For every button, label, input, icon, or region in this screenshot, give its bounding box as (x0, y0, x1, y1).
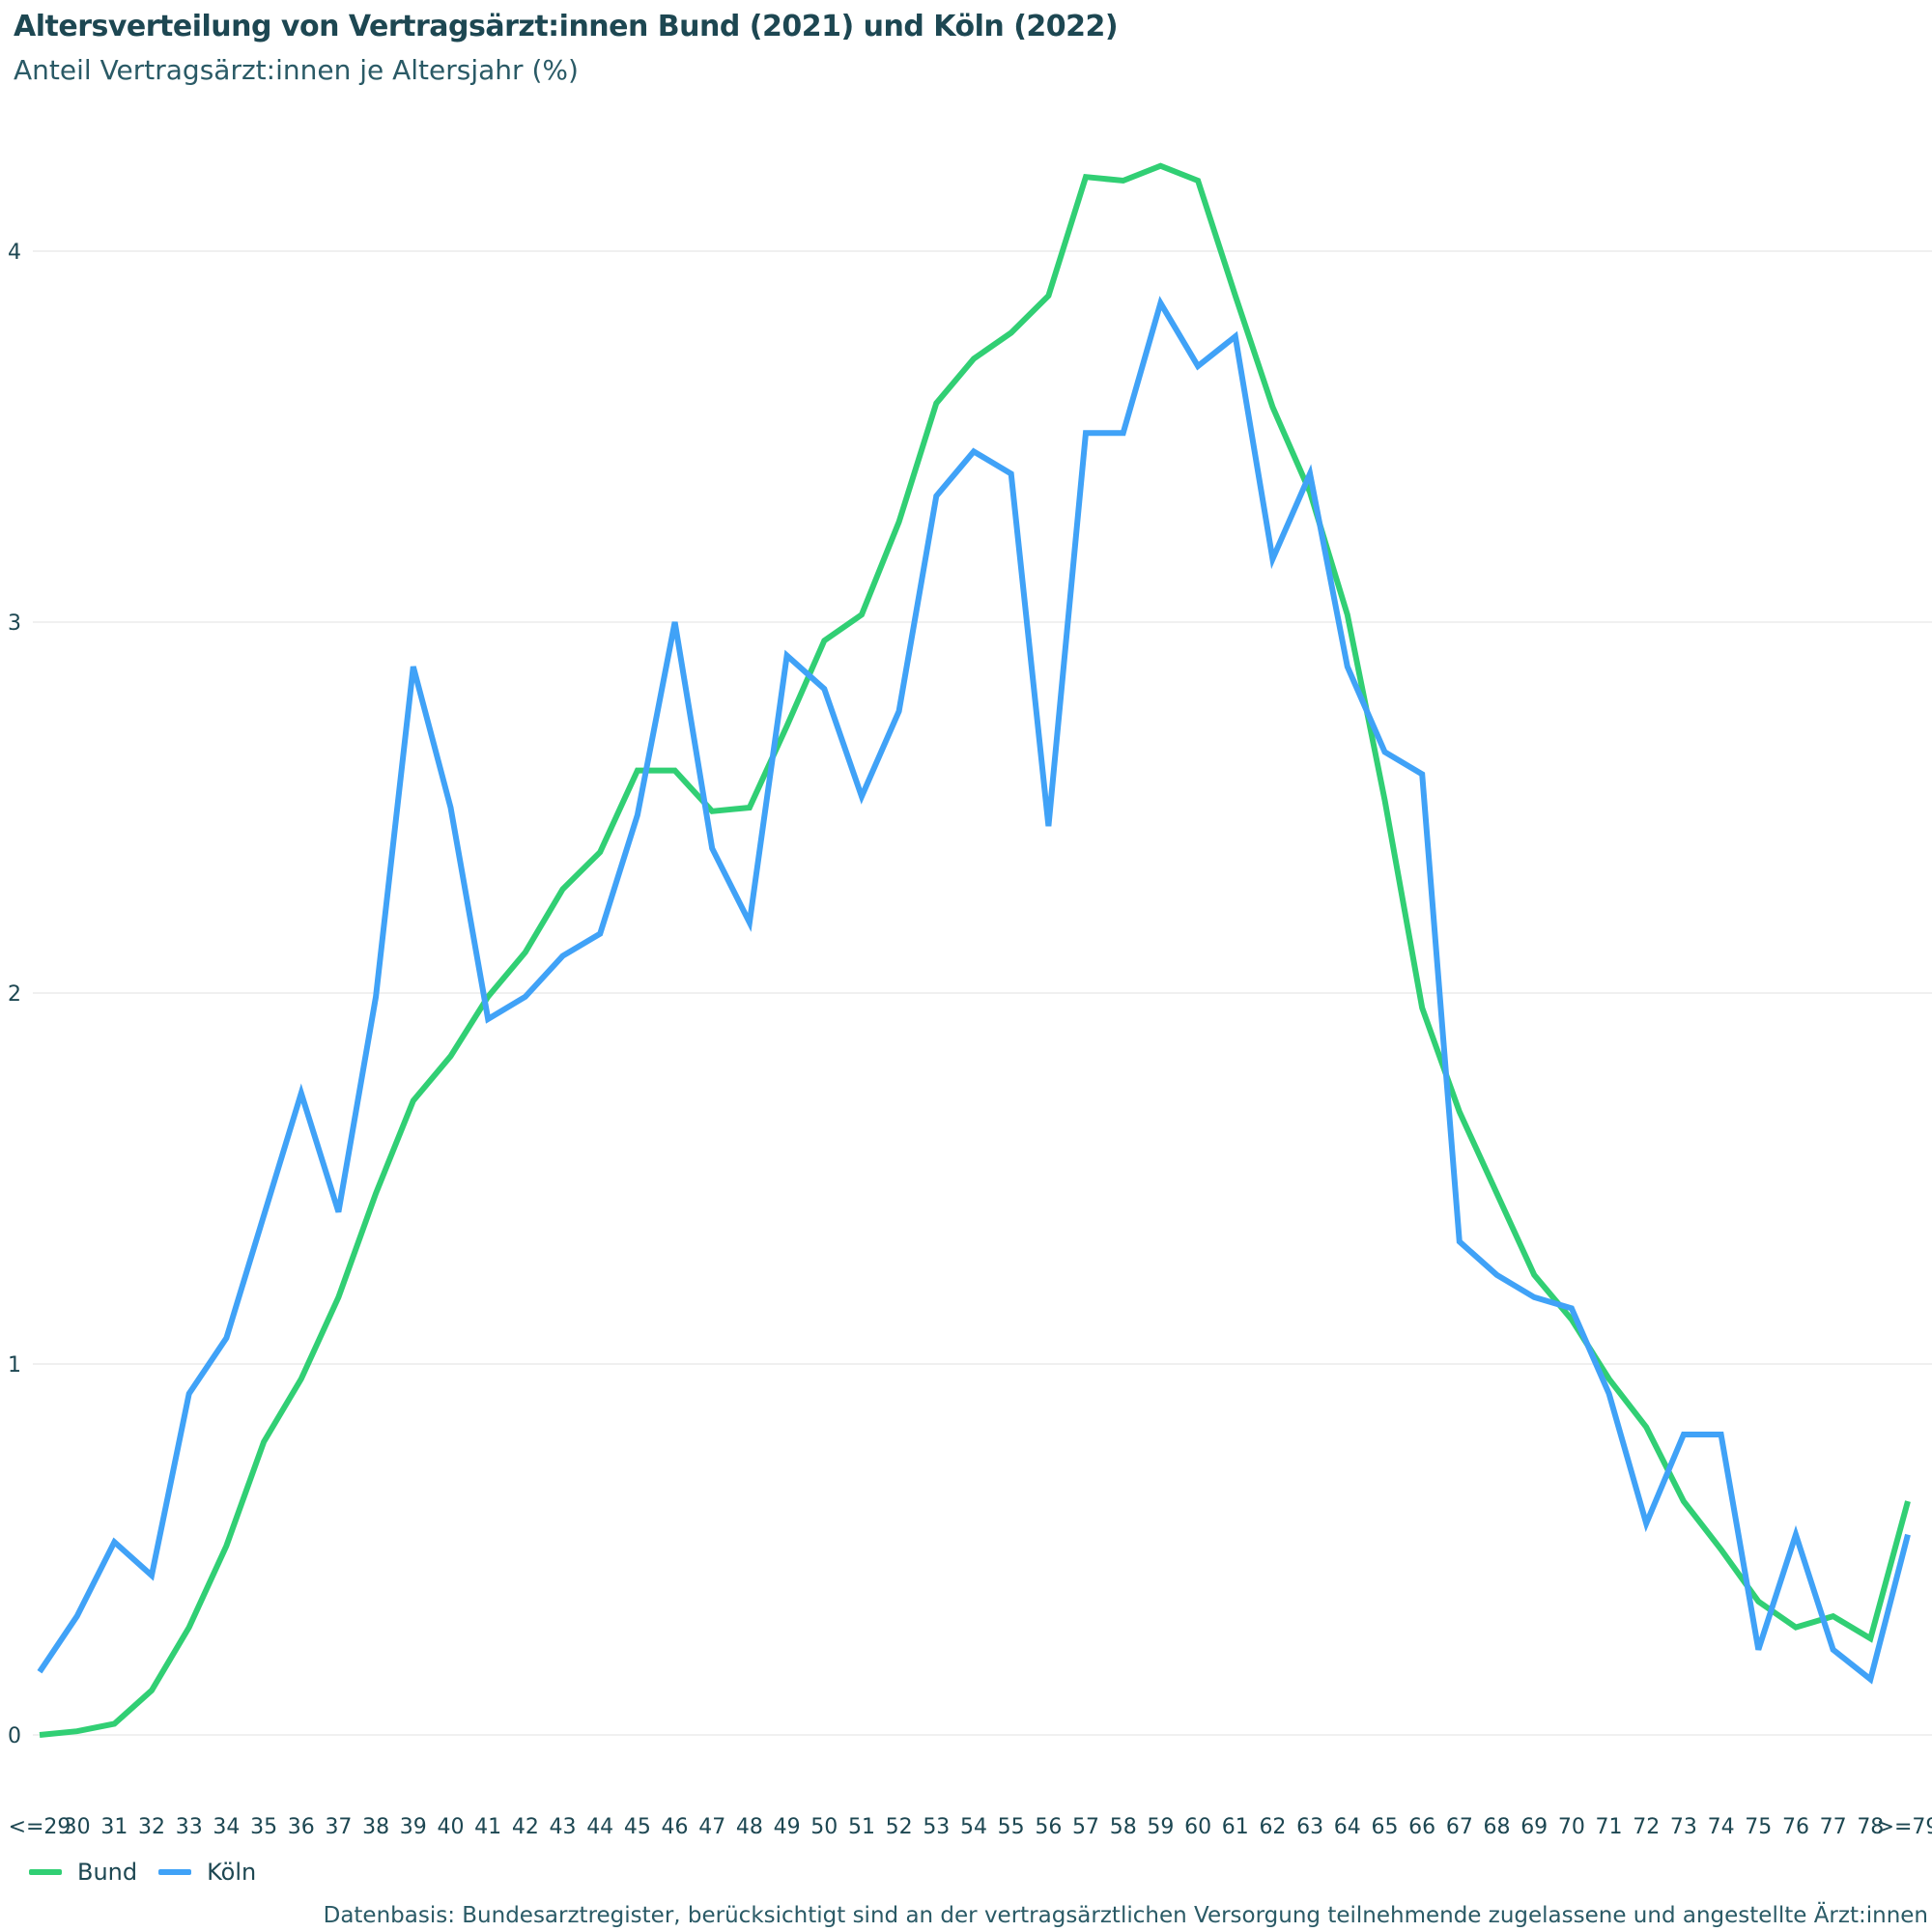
x-tick-label: 63 (1296, 1815, 1323, 1839)
x-tick-label: 46 (662, 1815, 689, 1839)
legend-swatch-bund (29, 1869, 62, 1875)
x-tick-label: 76 (1782, 1815, 1809, 1839)
x-tick-label: 49 (774, 1815, 801, 1839)
y-tick-label: 2 (8, 982, 21, 1007)
x-tick-label: <=29 (9, 1815, 71, 1839)
x-tick-label: 36 (288, 1815, 315, 1839)
x-tick-label: 74 (1708, 1815, 1735, 1839)
x-tick-label: 70 (1558, 1815, 1585, 1839)
x-tick-label: 65 (1371, 1815, 1398, 1839)
legend-swatch-koeln (158, 1869, 192, 1875)
x-tick-label: 52 (886, 1815, 913, 1839)
x-tick-label: 39 (400, 1815, 427, 1839)
x-tick-label: 43 (550, 1815, 577, 1839)
x-tick-label: 69 (1520, 1815, 1548, 1839)
x-tick-label: 62 (1259, 1815, 1286, 1839)
legend: Bund Köln (29, 1859, 277, 1886)
x-tick-label: 71 (1596, 1815, 1623, 1839)
x-tick-label: 33 (176, 1815, 203, 1839)
x-tick-label: 35 (250, 1815, 277, 1839)
x-tick-label: 30 (64, 1815, 91, 1839)
x-tick-label: 77 (1820, 1815, 1847, 1839)
series-line-bund (39, 162, 1911, 1738)
x-tick-label: 60 (1184, 1815, 1211, 1839)
y-tick-label: 3 (8, 611, 21, 636)
series-line-köln (37, 296, 1911, 1685)
chart-subtitle: Anteil Vertragsärzt:innen je Altersjahr … (14, 54, 579, 86)
x-tick-label: 38 (362, 1815, 389, 1839)
legend-item-bund: Bund (29, 1859, 137, 1886)
x-tick-label: 72 (1633, 1815, 1660, 1839)
chart-title: Altersverteilung von Vertragsärzt:innen … (14, 10, 1119, 43)
x-tick-label: 56 (1035, 1815, 1062, 1839)
x-tick-label: 40 (437, 1815, 464, 1839)
x-tick-label: 42 (512, 1815, 539, 1839)
legend-item-koeln: Köln (158, 1859, 256, 1886)
x-tick-label: 53 (923, 1815, 950, 1839)
y-tick-label: 1 (8, 1353, 21, 1378)
x-tick-label: 32 (138, 1815, 165, 1839)
x-tick-label: 73 (1670, 1815, 1697, 1839)
x-tick-label: 50 (810, 1815, 838, 1839)
x-tick-label: >=79 (1877, 1815, 1932, 1839)
x-tick-label: 57 (1072, 1815, 1099, 1839)
x-tick-label: 31 (100, 1815, 128, 1839)
y-tick-label: 0 (8, 1724, 21, 1748)
source-note: Datenbasis: Bundesarztregister, berücksi… (323, 1903, 1928, 1928)
x-tick-label: 54 (960, 1815, 987, 1839)
x-tick-label: 59 (1147, 1815, 1174, 1839)
y-tick-label: 4 (8, 241, 21, 265)
x-tick-label: 68 (1484, 1815, 1511, 1839)
x-tick-label: 58 (1110, 1815, 1137, 1839)
legend-label-bund: Bund (77, 1859, 138, 1886)
x-tick-label: 34 (213, 1815, 240, 1839)
x-tick-label: 45 (624, 1815, 651, 1839)
x-tick-label: 61 (1222, 1815, 1249, 1839)
legend-label-koeln: Köln (207, 1859, 257, 1886)
x-tick-label: 64 (1334, 1815, 1361, 1839)
x-tick-label: 48 (736, 1815, 763, 1839)
x-tick-label: 67 (1446, 1815, 1473, 1839)
x-tick-label: 66 (1408, 1815, 1435, 1839)
x-tick-label: 41 (474, 1815, 501, 1839)
x-tick-label: 44 (586, 1815, 613, 1839)
x-tick-label: 78 (1857, 1815, 1884, 1839)
x-tick-label: 47 (698, 1815, 725, 1839)
x-tick-label: 75 (1745, 1815, 1772, 1839)
x-tick-label: 51 (848, 1815, 875, 1839)
x-tick-label: 55 (998, 1815, 1025, 1839)
x-tick-label: 37 (325, 1815, 352, 1839)
